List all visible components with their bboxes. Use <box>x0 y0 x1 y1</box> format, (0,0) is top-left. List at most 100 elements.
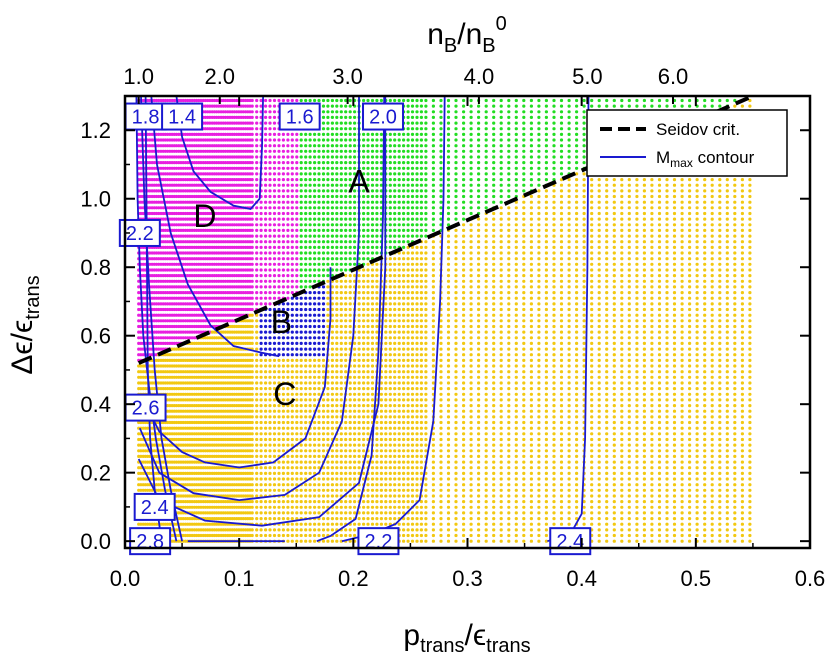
scatter-point <box>152 522 156 526</box>
scatter-point <box>295 319 299 323</box>
scatter-point <box>141 285 145 289</box>
scatter-point <box>268 223 272 227</box>
scatter-point <box>286 262 290 266</box>
scatter-point <box>163 313 167 317</box>
scatter-point <box>286 274 290 278</box>
scatter-point <box>290 353 294 357</box>
scatter-point <box>281 533 285 538</box>
scatter-point <box>148 98 152 103</box>
scatter-point <box>259 420 263 425</box>
scatter-point <box>272 500 277 504</box>
scatter-point <box>154 296 159 300</box>
scatter-point <box>154 477 159 481</box>
scatter-point <box>277 443 281 447</box>
scatter-point <box>299 432 303 436</box>
scatter-point <box>299 161 303 165</box>
scatter-point <box>255 432 259 436</box>
scatter-point <box>268 375 272 379</box>
scatter-point <box>272 211 277 216</box>
scatter-point <box>272 194 277 199</box>
scatter-point <box>250 132 254 136</box>
scatter-point <box>168 262 172 266</box>
scatter-point <box>141 426 145 430</box>
scatter-point <box>250 443 254 447</box>
scatter-point <box>255 443 259 447</box>
scatter-point <box>250 296 254 300</box>
scatter-point <box>161 274 165 278</box>
scatter-point <box>250 398 254 402</box>
scatter-point <box>172 488 176 492</box>
scatter-point <box>161 166 165 170</box>
scatter-point <box>166 285 170 289</box>
scatter-point <box>161 291 165 295</box>
scatter-point <box>161 245 165 249</box>
scatter-point <box>281 132 285 136</box>
scatter-point <box>154 324 159 329</box>
scatter-point <box>250 189 254 193</box>
scatter-point <box>141 251 145 255</box>
scatter-point <box>272 466 277 470</box>
scatter-point <box>161 228 165 232</box>
scatter-point <box>268 477 272 481</box>
scatter-point <box>295 533 299 538</box>
scatter-point <box>264 483 268 487</box>
scatter-point <box>157 132 161 136</box>
scatter-point <box>277 488 281 492</box>
scatter-point <box>268 268 272 272</box>
scatter-point <box>137 132 141 136</box>
scatter-point <box>295 223 299 227</box>
scatter-point <box>150 426 154 430</box>
scatter-point <box>277 471 281 475</box>
scatter-point <box>264 443 268 447</box>
scatter-point <box>281 194 285 199</box>
scatter-point <box>168 398 172 402</box>
scatter-point <box>295 494 299 498</box>
scatter-point <box>255 466 259 470</box>
scatter-point <box>137 443 141 447</box>
scatter-point <box>299 172 303 176</box>
scatter-point <box>250 161 254 165</box>
scatter-point <box>139 324 143 329</box>
scatter-point <box>157 296 161 300</box>
scatter-point <box>166 353 170 357</box>
scatter-point <box>146 420 150 425</box>
scatter-point <box>168 341 172 345</box>
scatter-point <box>272 161 277 165</box>
scatter-point <box>146 432 150 436</box>
scatter-point <box>168 460 172 464</box>
scatter-point <box>299 257 303 261</box>
scatter-point <box>295 200 299 204</box>
scatter-point <box>259 240 263 244</box>
scatter-point <box>141 471 145 475</box>
scatter-point <box>290 245 294 249</box>
scatter-point <box>150 172 154 176</box>
scatter-point <box>137 330 141 334</box>
scatter-point <box>250 183 254 187</box>
scatter-point <box>157 313 161 317</box>
scatter-point <box>159 296 163 300</box>
scatter-point <box>152 285 156 289</box>
scatter-point <box>161 217 165 221</box>
scatter-point <box>281 257 285 261</box>
scatter-point <box>170 274 174 278</box>
scatter-point <box>137 279 141 283</box>
scatter-point <box>143 449 147 453</box>
scatter-point <box>299 387 303 391</box>
scatter-point <box>137 307 141 312</box>
scatter-point <box>166 144 170 148</box>
scatter-point <box>146 522 150 526</box>
scatter-point <box>259 279 263 283</box>
scatter-point <box>277 172 281 176</box>
scatter-point <box>299 522 303 526</box>
scatter-point <box>159 313 163 317</box>
scatter-point <box>170 398 174 402</box>
scatter-point <box>272 370 277 374</box>
scatter-point <box>152 161 156 165</box>
scatter-point <box>152 189 156 193</box>
scatter-point <box>250 234 254 238</box>
scatter-point <box>277 370 281 374</box>
scatter-point <box>161 307 165 312</box>
scatter-point <box>264 217 268 221</box>
scatter-point <box>272 178 277 182</box>
scatter-point <box>299 228 303 232</box>
